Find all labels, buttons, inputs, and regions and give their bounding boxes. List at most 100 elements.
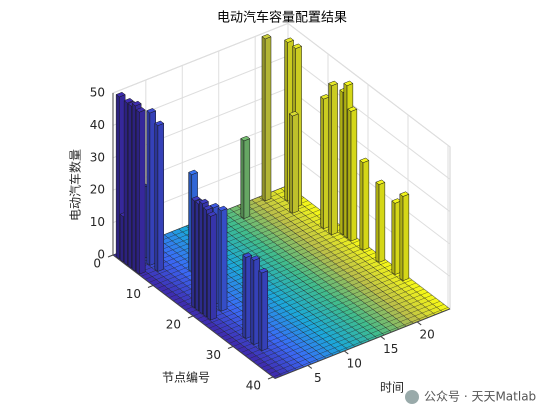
bar [347,106,358,242]
bar-side [339,89,344,236]
bar-front [378,181,386,263]
bar-top [250,255,261,261]
floor-mesh [148,212,325,283]
bar [240,135,251,220]
axis-line [112,254,276,379]
axis-line [274,308,451,379]
bar [206,211,217,321]
bar-front [243,138,251,220]
bar-side [320,96,324,230]
y-tick-label: 10 [126,287,141,301]
z-tick-label: 10 [90,215,105,229]
bar-top [261,33,272,40]
floor-mesh [268,304,445,375]
floor-mesh [272,307,449,378]
bar-side [399,193,404,282]
floor-mesh [252,291,429,362]
bar [258,267,269,352]
bar-front [139,109,146,275]
x-tick-label: 5 [314,371,322,385]
bar-top [347,106,358,112]
floor-mesh [204,255,381,326]
bar-side [115,94,120,260]
floor-mesh [260,298,437,368]
floor-mesh [200,252,377,323]
floor-mesh [256,295,433,365]
bar-side [359,159,364,251]
bar-top [258,267,269,274]
plot-area: 0 10 20 30 40 50 5 10 15 20 0 10 20 30 40 [90,22,451,392]
bar-front [292,113,299,214]
x-tick-label: 20 [420,327,435,341]
bar-side [203,207,207,318]
z-tick-label: 30 [90,150,105,164]
bar-side [195,201,199,312]
bar [261,33,272,202]
bar [154,120,165,272]
bar [242,252,253,340]
bar-side [207,213,211,321]
bar-side [261,36,266,202]
watermark-icon [405,390,419,404]
bar-top [343,80,354,87]
bar-side [119,213,124,263]
floor-mesh [212,261,389,332]
bar-side [343,82,348,239]
bar [399,191,410,282]
bar-top [328,80,339,87]
bar [250,255,261,346]
bar-top [240,135,251,142]
z-tick-label: 50 [90,86,105,100]
bar [146,108,157,266]
x-tick [380,336,386,340]
bar-front [220,208,228,312]
bar-top [359,157,370,164]
bar-front [331,83,338,236]
bar [320,94,331,230]
floor-mesh [248,288,425,359]
floor-mesh [156,218,333,289]
floor-mesh [240,282,417,353]
bar-top [242,252,253,258]
floor-mesh [144,209,321,280]
floor-mesh [152,215,329,286]
bar-side [258,270,263,352]
bar-top [190,195,201,202]
bar-front [402,193,410,282]
x-tick [416,321,422,326]
bar-top [206,211,217,217]
bar-top [288,111,299,117]
bar-front [350,108,358,242]
bar-front [157,122,164,272]
bar-top [154,120,165,126]
bar-side [391,200,396,276]
floor-mesh [264,301,441,372]
bar-top [135,107,146,113]
z-axis-label: 电动汽车数量 [68,149,83,221]
bar-side [250,257,255,346]
y-tick-label: 40 [246,378,261,392]
bar-side [242,254,247,340]
y-tick [187,315,194,319]
y-tick-label: 0 [93,257,101,271]
bar-top [188,169,199,176]
y-tick-label: 30 [206,348,221,362]
y-axis-label: 节点编号 [162,370,210,385]
bar-top [123,98,134,104]
z-tick-label: 0 [97,248,105,262]
bar-side [154,122,159,272]
floor-mesh [208,258,385,329]
bar-side [217,207,222,312]
bar [328,80,339,236]
bar-top [198,198,209,205]
y-tick [147,285,154,288]
bar-top [375,179,386,185]
x-tick-label: 15 [383,342,398,356]
bar-side [131,102,136,272]
bar-side [146,110,151,266]
bar-side [127,103,132,269]
y-tick-label: 20 [166,317,181,331]
bar [135,107,146,275]
bar-top [217,205,228,212]
